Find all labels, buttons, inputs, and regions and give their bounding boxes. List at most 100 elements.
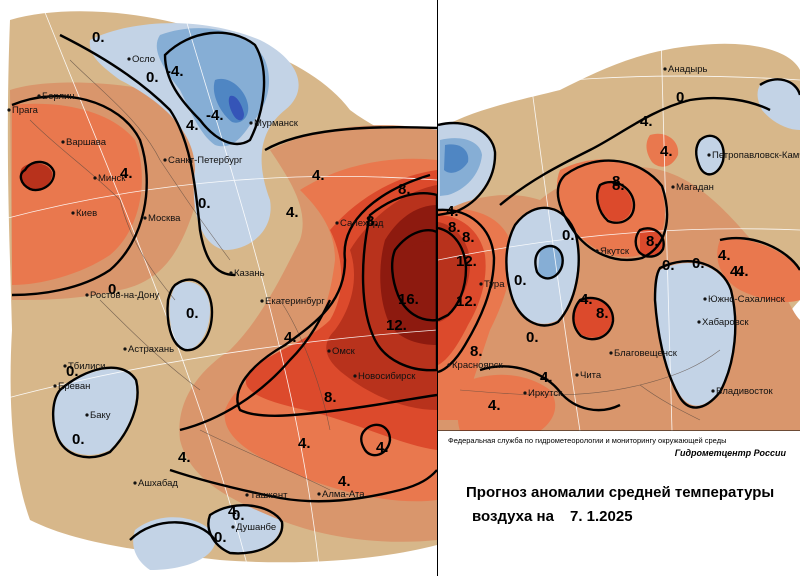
contour-right-0-inner: [534, 244, 564, 280]
right-city-label: Анадырь: [668, 64, 708, 75]
credits-box: Федеральная служба по гидрометеорологии …: [438, 431, 800, 576]
left-city-label: Салехард: [340, 218, 384, 229]
contour-left-4-siberia: [264, 126, 437, 152]
agency-name: Федеральная служба по гидрометеорологии …: [448, 436, 727, 445]
right-cold-weak-ne: [757, 79, 800, 130]
left-isoline-label: 4.: [376, 439, 389, 456]
right-city-label: Якутск: [600, 246, 630, 257]
left-city-label: Прага: [12, 105, 39, 116]
right-city-label: Петропавловск-Камчатский: [712, 150, 800, 161]
contour-right-4-center: [556, 159, 669, 262]
left-cold-weak-south: [133, 517, 216, 570]
left-city-dot: [231, 525, 235, 529]
left-city-dot: [127, 57, 131, 61]
right-isoline-label: 0.: [562, 227, 575, 244]
left-isoline-label: 0.: [214, 529, 227, 546]
left-city-label: Москва: [148, 213, 181, 224]
left-city-label: Осло: [132, 54, 155, 65]
contour-right-8-center2: [634, 227, 665, 258]
right-city-dot: [447, 363, 451, 367]
contour-left-12: [361, 192, 437, 372]
right-warm-mid-east: [717, 239, 800, 302]
map-title-line1: Прогноз аномалии средней температуры: [466, 484, 775, 501]
left-city-label: Баку: [90, 410, 111, 421]
right-city-label: Чита: [580, 370, 602, 381]
left-isoline-label: 16.: [398, 291, 419, 308]
right-cold-strong-nw: [444, 144, 469, 173]
contour-right-8-center: [596, 180, 636, 224]
left-graticule: [0, 0, 437, 576]
right-city-dot: [575, 373, 579, 377]
contour-right-0-nw: [438, 121, 497, 217]
left-isoline-label: 4.: [120, 165, 133, 182]
right-isoline-label: 4.: [718, 247, 731, 264]
right-isoline-label: 0.: [692, 255, 705, 272]
contour-right-4-north: [499, 96, 771, 206]
contour-left-4-inner: [19, 160, 56, 192]
left-isoline-label: 0.: [108, 281, 121, 298]
contour-left-4-west: [11, 94, 148, 297]
right-isoline-label: 4.: [446, 203, 459, 220]
contour-left-4-south: [179, 299, 332, 432]
left-city-label: Киев: [76, 208, 97, 219]
right-isoline-label: 4.: [660, 143, 673, 160]
left-warm-strong-core-w: [20, 163, 53, 190]
contour-right-8-south: [572, 296, 615, 341]
forecast-date: 7. 1.2025: [570, 508, 633, 525]
right-cold-weak-east: [655, 262, 735, 406]
left-warm-core-east2: [397, 241, 437, 321]
right-warm-strong-center2: [640, 228, 663, 256]
left-city-dot: [317, 492, 321, 496]
left-isoline-label: -4.: [166, 63, 184, 80]
right-isoline-label: 8.: [470, 343, 483, 360]
left-cold-weak-volga: [169, 281, 210, 350]
left-isoline-label: 12.: [386, 317, 407, 334]
left-isoline-label: 0.: [72, 431, 85, 448]
right-isoline-label: 4.: [730, 263, 743, 280]
right-warm-mid-mag: [646, 133, 679, 167]
left-isoline-label: 0.: [146, 69, 159, 86]
left-isoline-label: 4.: [338, 473, 351, 490]
right-city-label: Благовещенск: [614, 348, 678, 359]
left-isoline-label: 8.: [366, 213, 379, 230]
contour-right-0-kam: [694, 134, 725, 176]
right-city-label: Южно-Сахалинск: [708, 294, 786, 305]
right-isoline-label: 4.: [540, 369, 553, 386]
left-isoline-label: 0.: [66, 363, 79, 380]
right-isoline-label: 8.: [646, 233, 659, 250]
left-city-dot: [133, 481, 137, 485]
contour-right-4-south: [479, 365, 621, 412]
left-city-dot: [260, 299, 264, 303]
left-city-dot: [143, 216, 147, 220]
contour-left-0-caspian: [52, 366, 139, 459]
right-isoline-label: 8.: [612, 173, 625, 190]
left-city-dot: [53, 384, 57, 388]
left-isoline-label: 8.: [324, 389, 337, 406]
right-isoline-label: 0.: [662, 257, 675, 274]
right-city-label: Хабаровск: [702, 317, 749, 328]
contour-left-8: [236, 173, 437, 417]
right-city-dot: [703, 297, 707, 301]
contour-right-0-east: [653, 260, 737, 409]
left-map-panel: [0, 0, 437, 576]
left-city-label: Алма-Ата: [322, 489, 365, 500]
left-city-dot: [37, 94, 41, 98]
left-cold-core-north: [228, 95, 244, 121]
left-city-dot: [93, 176, 97, 180]
left-city-dot: [85, 293, 89, 297]
left-city-label: Берлин: [42, 91, 75, 102]
right-isoline-label: 4.: [488, 397, 501, 414]
right-isoline-label: 12.: [456, 253, 477, 270]
left-city-label: Санкт-Петербург: [168, 155, 243, 166]
right-isoline-label: 0.: [676, 89, 689, 106]
left-city-label: Ашхабад: [138, 478, 178, 489]
left-city-dot: [123, 347, 127, 351]
left-city-label: Душанбе: [236, 522, 276, 533]
left-city-dot: [249, 121, 253, 125]
left-isoline-label: 4.: [286, 204, 299, 221]
left-cold-weak-caspian: [53, 369, 137, 455]
left-city-label: Ереван: [58, 381, 90, 392]
right-isoline-label: 8.: [596, 305, 609, 322]
right-city-dot: [671, 185, 675, 189]
